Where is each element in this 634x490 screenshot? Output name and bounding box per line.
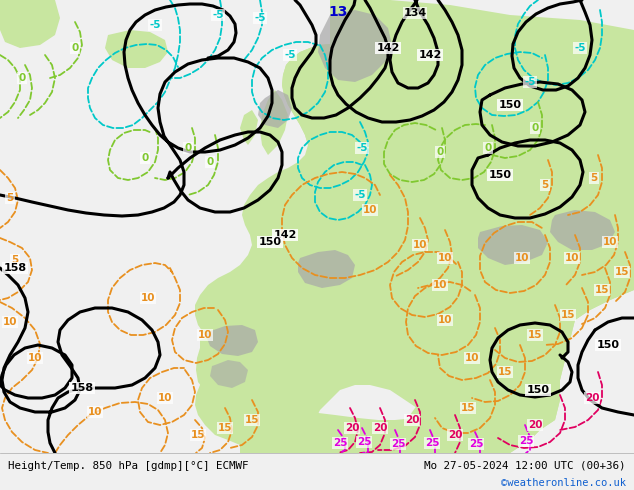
Text: 142: 142 — [377, 43, 399, 53]
Text: -5: -5 — [524, 77, 536, 87]
Polygon shape — [196, 328, 278, 400]
Polygon shape — [388, 283, 412, 315]
Text: 15: 15 — [461, 403, 476, 413]
Polygon shape — [240, 110, 258, 145]
Text: 0: 0 — [436, 147, 444, 157]
Text: 0: 0 — [207, 157, 214, 167]
Text: 158: 158 — [70, 383, 94, 393]
Text: 10: 10 — [603, 237, 618, 247]
Text: 15: 15 — [560, 310, 575, 320]
Text: 0: 0 — [18, 73, 25, 83]
Text: 10: 10 — [413, 240, 427, 250]
Text: 5: 5 — [541, 180, 548, 190]
Text: 150: 150 — [489, 170, 512, 180]
Polygon shape — [195, 0, 634, 453]
Polygon shape — [450, 215, 575, 282]
Text: 10: 10 — [28, 353, 42, 363]
Text: 5: 5 — [590, 173, 598, 183]
Text: 20: 20 — [527, 420, 542, 430]
Polygon shape — [210, 360, 248, 388]
Text: 13: 13 — [328, 5, 347, 19]
Polygon shape — [105, 30, 168, 68]
Text: -5: -5 — [212, 10, 224, 20]
Text: Height/Temp. 850 hPa [gdmp][°C] ECMWF: Height/Temp. 850 hPa [gdmp][°C] ECMWF — [8, 461, 249, 471]
Text: 142: 142 — [418, 50, 442, 60]
Text: 20: 20 — [345, 423, 359, 433]
Text: -5: -5 — [149, 20, 161, 30]
Text: -5: -5 — [574, 43, 586, 53]
Text: 10: 10 — [158, 393, 172, 403]
Text: 25: 25 — [357, 437, 372, 447]
Text: 150: 150 — [498, 100, 522, 110]
Text: 10: 10 — [3, 317, 17, 327]
Text: 0: 0 — [141, 153, 148, 163]
Text: 10: 10 — [198, 330, 212, 340]
Text: 15: 15 — [615, 267, 630, 277]
Polygon shape — [0, 0, 60, 48]
Text: 10: 10 — [433, 280, 447, 290]
Polygon shape — [258, 90, 292, 128]
Text: 15: 15 — [217, 423, 232, 433]
Text: ©weatheronline.co.uk: ©weatheronline.co.uk — [501, 478, 626, 488]
Text: 10: 10 — [515, 253, 529, 263]
Text: -5: -5 — [284, 50, 295, 60]
Text: 5: 5 — [6, 193, 13, 203]
Text: 20: 20 — [404, 415, 419, 425]
Polygon shape — [390, 0, 634, 453]
Text: 10: 10 — [465, 353, 479, 363]
Polygon shape — [478, 225, 548, 265]
Polygon shape — [318, 10, 392, 82]
Text: 20: 20 — [585, 393, 599, 403]
Text: 20: 20 — [448, 430, 462, 440]
Text: 15: 15 — [191, 430, 205, 440]
Text: 25: 25 — [391, 439, 405, 449]
Text: 25: 25 — [425, 438, 439, 448]
Text: 150: 150 — [526, 385, 550, 395]
Text: 0: 0 — [72, 43, 79, 53]
Polygon shape — [206, 325, 258, 356]
Text: 10: 10 — [437, 315, 452, 325]
Text: 134: 134 — [403, 8, 427, 18]
Polygon shape — [298, 250, 355, 288]
Text: 25: 25 — [333, 438, 347, 448]
Polygon shape — [240, 412, 498, 453]
Text: 15: 15 — [245, 415, 259, 425]
Text: -5: -5 — [356, 143, 368, 153]
Text: 15: 15 — [527, 330, 542, 340]
Text: 10: 10 — [437, 253, 452, 263]
Polygon shape — [550, 205, 634, 260]
Text: 25: 25 — [469, 439, 483, 449]
Text: 15: 15 — [498, 367, 512, 377]
Text: 5: 5 — [11, 255, 18, 265]
Text: 25: 25 — [519, 436, 533, 446]
Text: 10: 10 — [87, 407, 102, 417]
Text: 150: 150 — [597, 340, 619, 350]
Text: -5: -5 — [354, 190, 366, 200]
Text: 0: 0 — [184, 143, 191, 153]
Text: Mo 27-05-2024 12:00 UTC (00+36): Mo 27-05-2024 12:00 UTC (00+36) — [425, 461, 626, 471]
Polygon shape — [313, 268, 350, 325]
Text: 10: 10 — [363, 205, 377, 215]
Text: 0: 0 — [484, 143, 491, 153]
Polygon shape — [260, 90, 288, 155]
Text: 10: 10 — [141, 293, 155, 303]
Text: 10: 10 — [565, 253, 579, 263]
Text: 158: 158 — [3, 263, 27, 273]
Text: 142: 142 — [273, 230, 297, 240]
Text: 150: 150 — [259, 237, 281, 247]
Text: -5: -5 — [254, 13, 266, 23]
Polygon shape — [282, 0, 420, 185]
Text: 15: 15 — [595, 285, 609, 295]
Polygon shape — [550, 210, 615, 250]
Text: 0: 0 — [531, 123, 539, 133]
Text: 20: 20 — [373, 423, 387, 433]
